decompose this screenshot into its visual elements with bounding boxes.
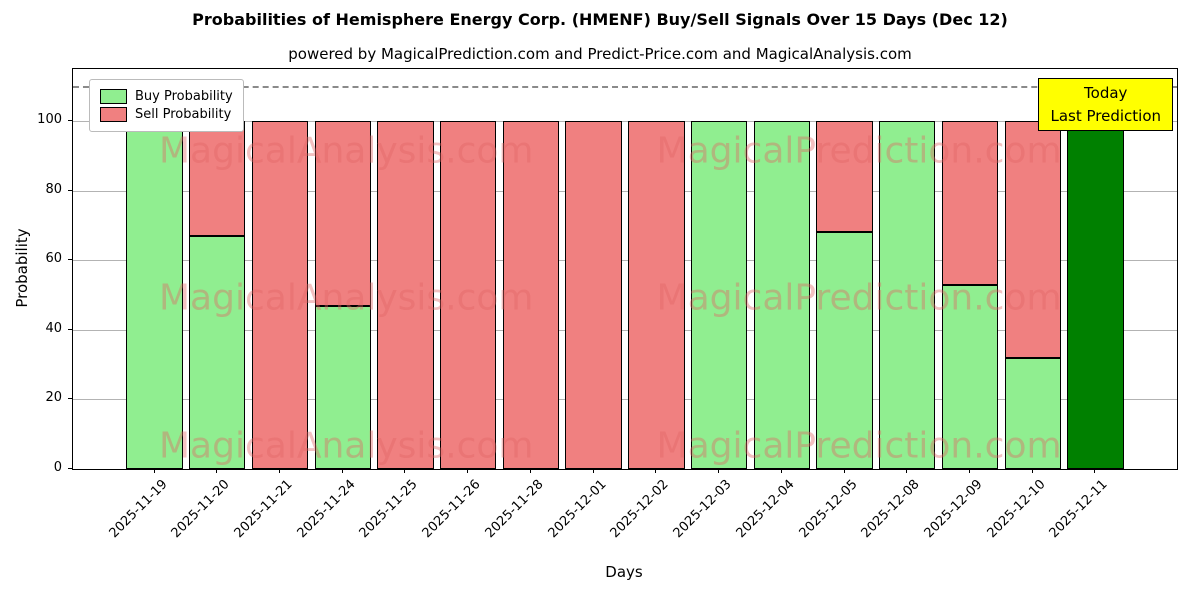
buy-bar-segment (690, 121, 748, 469)
x-tick-mark (969, 469, 970, 473)
sell-bar-segment (251, 121, 309, 469)
x-tick-mark (906, 469, 908, 473)
watermark-text: MagicalAnalysis.com (158, 425, 534, 467)
y-gridline (73, 399, 1177, 401)
buy-bar-segment (941, 284, 999, 469)
x-tick-mark (404, 469, 406, 473)
watermark-text: MagicalPrediction.com (656, 277, 1062, 319)
watermark-text: MagicalAnalysis.com (158, 277, 534, 319)
y-gridline (73, 260, 1177, 262)
sell-probability-swatch (100, 107, 127, 122)
x-tick-mark (780, 469, 782, 473)
x-tick-label: 2025-12-01 (545, 477, 610, 542)
buy-probability-swatch (100, 89, 127, 104)
buy-bar-segment (816, 232, 873, 469)
x-tick-mark (1094, 469, 1096, 473)
sell-bar-segment (377, 121, 434, 469)
buy-bar-segment (1004, 357, 1061, 469)
watermark-text: MagicalPrediction.com (656, 425, 1062, 467)
x-tick-mark (467, 469, 469, 473)
x-tick-mark (1031, 469, 1033, 473)
legend-buy-label: Buy Probability (135, 89, 233, 104)
sell-bar-segment (502, 121, 560, 469)
y-tick-label: 20 (45, 390, 62, 406)
y-tick-mark (68, 468, 72, 469)
chart-title: Probabilities of Hemisphere Energy Corp.… (192, 10, 1008, 29)
x-tick-label: 2025-12-04 (733, 477, 798, 542)
y-gridline (73, 329, 1177, 331)
watermark-text: MagicalAnalysis.com (158, 130, 534, 172)
legend-item-buy: Buy Probability (100, 89, 233, 104)
x-tick-label: 2025-12-11 (1047, 477, 1112, 542)
buy-bar-segment (314, 305, 371, 469)
x-tick-mark (718, 469, 720, 473)
x-tick-label: 2025-12-05 (796, 477, 861, 542)
y-tick-label: 0 (53, 460, 62, 475)
watermark-text: MagicalPrediction.com (656, 130, 1062, 172)
x-tick-mark (592, 469, 594, 473)
sell-bar-segment (628, 121, 685, 469)
x-tick-mark (843, 469, 845, 473)
x-tick-label: 2025-12-08 (858, 477, 923, 542)
x-tick-mark (216, 469, 218, 473)
x-tick-mark (529, 469, 531, 473)
plot-area: Buy Probability Sell Probability Today L… (72, 68, 1178, 470)
sell-bar-segment (314, 121, 371, 306)
sell-bar-segment (816, 121, 873, 233)
y-gridline (73, 121, 1177, 123)
x-tick-label: 2025-12-10 (984, 477, 1049, 542)
y-axis-label: Probability (13, 228, 31, 308)
legend-sell-label: Sell Probability (135, 107, 232, 122)
sell-bar-segment (1004, 121, 1061, 358)
buy-bar-segment (189, 235, 246, 469)
x-tick-mark (279, 469, 280, 473)
y-tick-label: 80 (45, 181, 62, 197)
sell-bar-segment (439, 121, 497, 469)
x-tick-mark (153, 469, 155, 473)
x-axis-label: Days (605, 563, 643, 581)
y-gridline (73, 190, 1177, 192)
x-tick-label: 2025-11-26 (419, 477, 484, 542)
y-tick-label: 40 (45, 320, 62, 336)
x-tick-label: 2025-11-21 (231, 477, 296, 542)
x-tick-label: 2025-12-02 (607, 477, 672, 542)
x-tick-label: 2025-11-19 (106, 477, 171, 542)
y-tick-mark (68, 328, 72, 330)
threshold-dashed-line (73, 86, 1177, 89)
today-annotation-line1: Today (1084, 84, 1128, 102)
today-annotation: Today Last Prediction (1038, 78, 1173, 131)
sell-bar-segment (565, 121, 622, 469)
x-tick-label: 2025-11-25 (357, 477, 422, 542)
buy-bar-segment (879, 121, 936, 469)
x-tick-label: 2025-11-28 (482, 477, 547, 542)
sell-bar-segment (941, 121, 999, 285)
x-tick-mark (655, 469, 657, 473)
buy-bar-segment (1067, 121, 1124, 469)
y-tick-mark (68, 259, 72, 261)
x-tick-label: 2025-11-24 (294, 477, 359, 542)
y-tick-mark (68, 189, 72, 191)
x-tick-label: 2025-12-09 (921, 477, 986, 542)
y-tick-label: 60 (45, 251, 62, 267)
x-tick-mark (341, 469, 343, 473)
x-tick-label: 2025-12-03 (670, 477, 735, 542)
buy-bar-segment (753, 121, 811, 469)
y-tick-mark (68, 120, 72, 122)
legend-item-sell: Sell Probability (100, 107, 233, 122)
y-tick-label: 100 (37, 112, 62, 128)
today-annotation-line2: Last Prediction (1050, 106, 1161, 125)
chart-subtitle: powered by MagicalPrediction.com and Pre… (288, 45, 912, 63)
legend: Buy Probability Sell Probability (89, 79, 244, 132)
x-tick-label: 2025-11-20 (168, 477, 233, 542)
y-tick-mark (68, 398, 72, 400)
